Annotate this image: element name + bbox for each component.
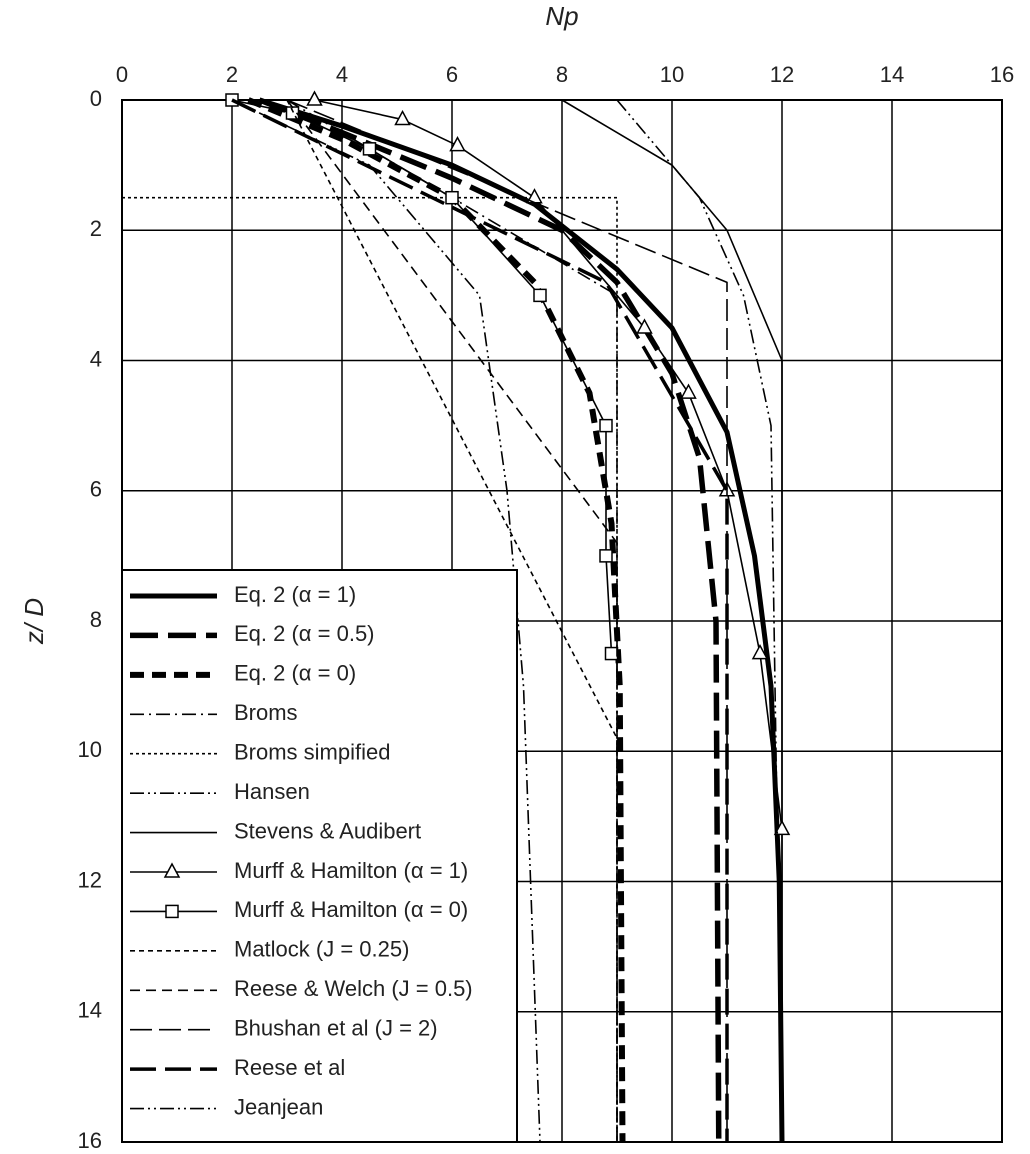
x-tick-label: 2 — [226, 62, 238, 87]
marker — [165, 904, 179, 919]
series-line — [231, 98, 729, 1142]
series-line — [561, 99, 783, 1142]
x-tick-label: 10 — [660, 62, 684, 87]
y-tick-label: 0 — [90, 86, 102, 111]
marker — [751, 643, 769, 660]
marker — [533, 288, 547, 303]
y-tick-label: 10 — [78, 737, 102, 762]
series-line — [258, 97, 785, 1143]
marker — [599, 418, 613, 433]
y-tick-label: 6 — [90, 477, 102, 502]
marker — [604, 646, 619, 661]
legend-label: Murff & Hamilton (α = 1) — [234, 858, 468, 883]
series-line — [258, 97, 722, 1143]
marker — [449, 136, 466, 152]
y-tick-label: 16 — [78, 1128, 102, 1153]
series-line — [616, 99, 783, 1143]
x-tick-label: 0 — [116, 62, 128, 87]
legend-box — [121, 569, 518, 1143]
x-tick-label: 12 — [770, 62, 794, 87]
marker — [362, 142, 377, 156]
legend-label: Matlock (J = 0.25) — [234, 937, 409, 962]
x-tick-label: 14 — [880, 62, 904, 87]
x-axis-label: Np — [545, 1, 578, 31]
marker — [394, 109, 411, 126]
legend-label: Stevens & Audibert — [234, 818, 421, 843]
y-axis-label: z/ D — [19, 598, 49, 645]
legend-label: Bhushan et al (J = 2) — [234, 1016, 438, 1041]
marker — [636, 318, 653, 334]
marker — [163, 862, 181, 878]
legend-label: Eq. 2 (α = 1) — [234, 582, 356, 607]
x-tick-label: 4 — [336, 62, 348, 87]
marker — [680, 383, 697, 399]
series-line — [231, 99, 613, 654]
legend-label: Eq. 2 (α = 0) — [234, 661, 356, 686]
marker — [599, 549, 613, 563]
legend-label: Hansen — [234, 779, 310, 804]
y-tick-label: 4 — [90, 346, 102, 371]
marker — [445, 190, 459, 205]
legend-label: Broms simpified — [234, 740, 390, 765]
marker — [306, 90, 323, 106]
legend-label: Jeanjean — [234, 1094, 323, 1119]
y-tick-label: 2 — [90, 216, 102, 241]
legend-label: Eq. 2 (α = 0.5) — [234, 621, 375, 646]
legend: Eq. 2 (α = 1) Eq. 2 (α = 0.5) Eq. 2 (α = 0… — [121, 569, 518, 1143]
y-tick-label: 14 — [78, 998, 102, 1023]
series-line — [286, 99, 618, 1142]
y-tick-label: 12 — [78, 867, 102, 892]
legend-label: Reese et al — [234, 1055, 345, 1080]
legend-label: Reese & Welch (J = 0.5) — [234, 976, 473, 1001]
legend-label: Murff & Hamilton (α = 0) — [234, 897, 468, 922]
x-tick-label: 16 — [990, 62, 1014, 87]
x-tick-label: 6 — [446, 62, 458, 87]
y-tick-label: 8 — [90, 607, 102, 632]
legend-label: Broms — [234, 700, 298, 725]
x-tick-label: 8 — [556, 62, 568, 87]
marker — [773, 819, 791, 836]
